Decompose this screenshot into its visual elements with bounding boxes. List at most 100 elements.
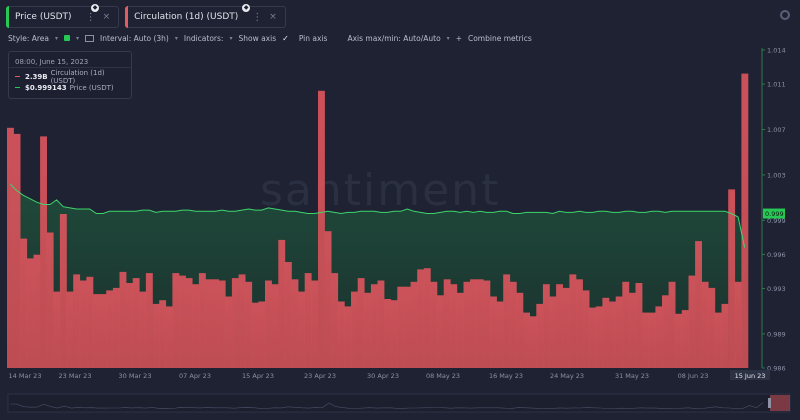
tooltip-value: 2.39B xyxy=(24,72,48,81)
circulation-bar xyxy=(463,281,471,368)
y-axis: 1.014 1.011 1.007 1.003 0.999 0.996 0.993 0.989… xyxy=(761,47,786,373)
chevron-down-icon[interactable]: ▾ xyxy=(55,34,59,42)
settings-icon[interactable] xyxy=(780,10,790,20)
y-tick-label: 1.011 xyxy=(767,81,786,89)
interval-selector[interactable]: Interval: Auto (3h) xyxy=(100,33,169,43)
circulation-bar xyxy=(86,276,94,368)
circulation-bar xyxy=(602,297,610,368)
tab-circulation-label: Circulation (1d) (USDT) xyxy=(134,12,239,22)
circulation-bar xyxy=(536,303,544,368)
circulation-bar xyxy=(179,275,186,368)
x-tick-label: 07 Apr 23 xyxy=(179,372,211,380)
close-icon[interactable]: × xyxy=(102,12,111,22)
circulation-bar xyxy=(139,291,147,368)
indicators-selector[interactable]: Indicators: xyxy=(183,33,224,43)
alert-icon[interactable]: ◆ xyxy=(91,4,99,12)
x-tick-label: 14 Mar 23 xyxy=(9,372,42,380)
circulation-bar xyxy=(542,284,550,368)
circulation-bar xyxy=(152,303,160,368)
tooltip-row-circulation: 2.39B Circulation (1d) (USDT) xyxy=(9,69,131,85)
circulation-bar xyxy=(59,214,67,368)
x-tick-label: 16 May 23 xyxy=(489,372,523,380)
circulation-bar xyxy=(7,127,14,368)
chart-toolbar: Style: Area ▾ ▾ Interval: Auto (3h) ▾ In… xyxy=(8,31,532,45)
tab-price[interactable]: Price (USDT) ◆ ⋮ × xyxy=(6,4,120,28)
tab-circulation[interactable]: Circulation (1d) (USDT) ◆ ⋮ × xyxy=(125,4,286,28)
y-tick-label: 0.996 xyxy=(767,251,786,259)
circulation-bar xyxy=(569,274,577,368)
y-tick-label: 0.999 xyxy=(767,217,786,225)
circulation-bar xyxy=(119,271,127,368)
x-tick-label: 24 May 23 xyxy=(550,372,584,380)
circulation-bar xyxy=(304,273,312,368)
circulation-bar xyxy=(13,133,21,368)
circulation-bar xyxy=(430,281,438,368)
circulation-bar xyxy=(172,273,180,368)
circulation-bar xyxy=(318,90,325,369)
circulation-bar xyxy=(165,306,173,368)
combine-metrics-button[interactable]: Combine metrics xyxy=(467,33,532,43)
circulation-bar xyxy=(238,274,246,368)
show-axis-toggle[interactable]: Show axis xyxy=(238,33,277,43)
circulation-bar xyxy=(225,296,233,368)
more-icon[interactable]: ⋮ xyxy=(85,11,96,23)
chevron-down-icon[interactable]: ▾ xyxy=(446,34,450,42)
circulation-bar xyxy=(675,313,683,368)
circulation-bar xyxy=(734,281,742,368)
circulation-bar xyxy=(357,278,365,368)
circulation-bar xyxy=(410,281,418,368)
circulation-bar xyxy=(112,287,120,368)
plus-icon[interactable]: + xyxy=(455,33,462,43)
tab-price-label: Price (USDT) xyxy=(15,12,72,22)
more-icon[interactable]: ⋮ xyxy=(252,11,262,23)
pin-axis-toggle[interactable]: Pin axis xyxy=(298,33,328,43)
current-price-label: 0.999 xyxy=(765,210,784,218)
chevron-down-icon[interactable]: ▾ xyxy=(174,34,178,42)
circulation-bar xyxy=(595,306,603,368)
circulation-bar xyxy=(231,278,239,368)
circulation-bar xyxy=(337,301,345,368)
circulation-bar xyxy=(324,231,332,368)
style-selector[interactable]: Style: Area xyxy=(8,33,50,43)
checkmark-icon[interactable]: ✓ xyxy=(282,33,289,43)
circulation-bar xyxy=(496,301,504,368)
navigator-track xyxy=(7,393,791,413)
color-swatch-icon[interactable] xyxy=(64,35,71,41)
circulation-bar xyxy=(33,254,41,368)
navigator[interactable] xyxy=(7,393,791,413)
circulation-bar xyxy=(331,273,339,368)
circulation-bar xyxy=(251,302,259,368)
circulation-bar xyxy=(556,284,563,368)
circulation-bar xyxy=(198,273,206,368)
circulation-bar xyxy=(615,296,623,368)
circulation-bar xyxy=(364,292,372,368)
circulation-bar xyxy=(344,306,352,368)
x-tick-label: 30 Apr 23 xyxy=(367,372,399,380)
axis-maxmin-selector[interactable]: Axis max/min: Auto/Auto xyxy=(347,33,441,43)
circulation-bar xyxy=(714,312,722,368)
calendar-icon xyxy=(85,34,95,42)
chevron-down-icon[interactable]: ▾ xyxy=(229,34,233,42)
circulation-bar xyxy=(443,279,451,368)
close-icon[interactable]: × xyxy=(269,12,277,22)
price-line xyxy=(9,183,746,248)
circulation-bar xyxy=(708,287,716,368)
x-axis: 14 Mar 23 23 Mar 23 30 Mar 23 07 Apr 23 15 A… xyxy=(9,370,770,380)
circulation-bar xyxy=(728,189,736,368)
circulation-bar xyxy=(404,286,411,368)
circulation-bar xyxy=(185,278,193,368)
alert-icon[interactable]: ◆ xyxy=(242,4,251,12)
circulation-bar xyxy=(456,292,464,368)
circulation-bar xyxy=(450,284,458,368)
circulation-bar xyxy=(529,316,537,368)
x-tick-label: 31 May 23 xyxy=(615,372,649,380)
series-bullet xyxy=(15,76,20,77)
circulation-bar xyxy=(490,296,497,368)
circulation-bar xyxy=(26,258,34,368)
circulation-bar xyxy=(721,303,729,368)
y-tick-label: 1.003 xyxy=(767,171,786,179)
chevron-down-icon[interactable]: ▾ xyxy=(76,34,80,42)
chart-tooltip: 08:00, June 15, 2023 2.39B Circulation (… xyxy=(8,51,132,99)
circulation-bar xyxy=(145,273,153,368)
